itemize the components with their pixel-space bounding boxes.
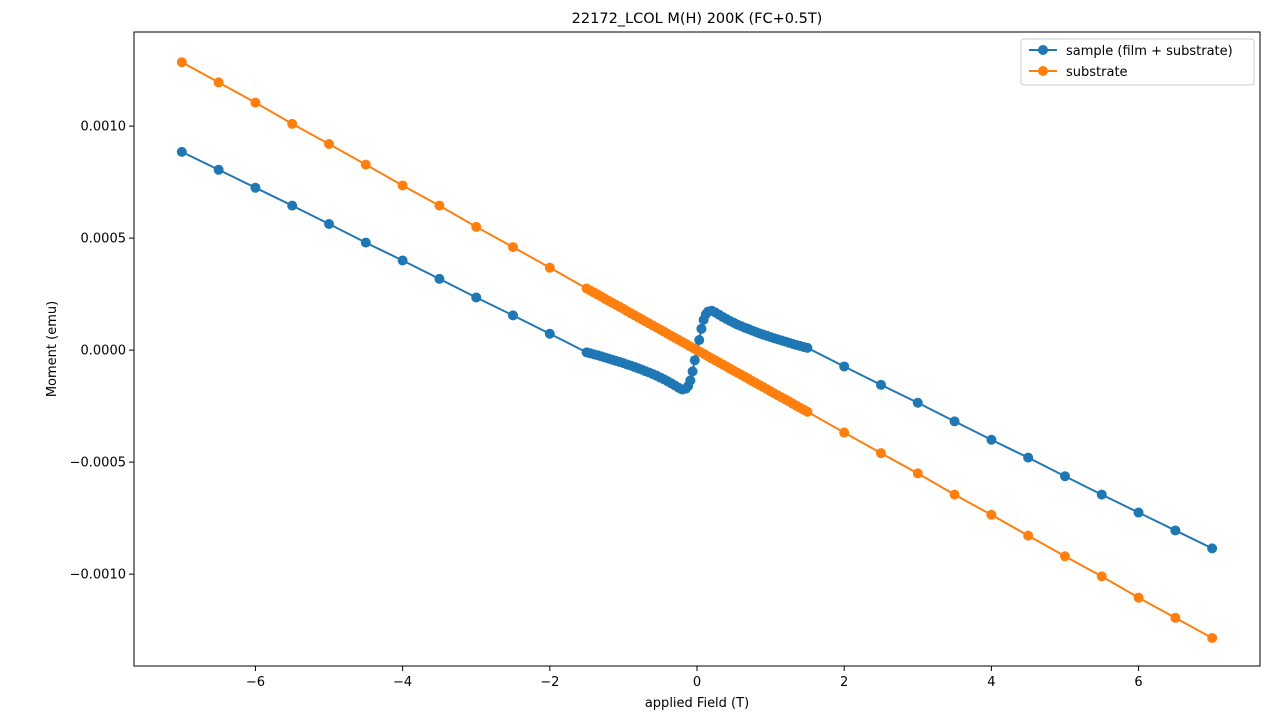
data-point: [1133, 507, 1144, 518]
x-axis: −6 −4 −2 0 2 4 6: [246, 666, 1143, 690]
data-point: [839, 361, 850, 372]
data-point: [434, 200, 445, 211]
data-point: [1207, 543, 1218, 554]
data-point: [434, 273, 445, 284]
x-tick-label: 4: [987, 675, 995, 690]
data-point: [875, 448, 886, 459]
x-tick-label: −6: [246, 675, 265, 690]
data-point: [213, 77, 224, 88]
y-tick-label: 0.0000: [81, 344, 127, 359]
x-tick-label: 2: [840, 675, 848, 690]
data-point: [287, 200, 298, 211]
data-point: [1096, 571, 1107, 582]
data-point: [1023, 530, 1034, 541]
series-substrate: [176, 57, 1218, 643]
data-point: [949, 489, 960, 500]
y-tick-label: −0.0010: [70, 568, 126, 583]
y-tick-label: −0.0005: [70, 456, 126, 471]
legend: sample (film + substrate) substrate: [1020, 38, 1255, 86]
plot-area: −6 −4 −2 0 2 4 6 −0.0010 −0.0005 0.0000 0.0005 0.0…: [70, 31, 1261, 690]
x-tick-label: −4: [393, 675, 412, 690]
data-point: [912, 397, 923, 408]
data-point: [696, 323, 707, 334]
data-point: [360, 237, 371, 248]
data-point: [1133, 592, 1144, 603]
data-point: [1170, 525, 1181, 536]
data-point: [685, 375, 696, 386]
data-point: [1207, 633, 1218, 643]
data-point: [544, 262, 555, 273]
data-point: [875, 379, 886, 390]
data-point: [360, 159, 371, 170]
data-point: [324, 218, 335, 229]
data-point: [912, 468, 923, 479]
chart-title: 22172_LCOL M(H) 200K (FC+0.5T): [572, 11, 823, 27]
x-tick-label: 6: [1134, 675, 1142, 690]
legend-label-substrate: substrate: [1066, 65, 1128, 80]
data-point: [471, 292, 482, 303]
data-point: [508, 242, 519, 253]
y-axis: −0.0010 −0.0005 0.0000 0.0005 0.0010: [70, 120, 134, 583]
data-point: [1170, 612, 1181, 623]
data-point: [839, 427, 850, 438]
data-point: [1059, 471, 1070, 482]
y-axis-title: Moment (emu): [45, 301, 60, 397]
data-point: [687, 366, 698, 377]
data-point: [397, 180, 408, 191]
data-point: [1059, 551, 1070, 562]
legend-marker-substrate: [1038, 66, 1048, 76]
data-point: [689, 355, 700, 366]
data-point: [1096, 489, 1107, 500]
series-layer: [176, 57, 1218, 643]
data-point: [986, 434, 997, 445]
x-tick-label: 0: [693, 675, 701, 690]
data-point: [802, 342, 813, 353]
data-point: [324, 139, 335, 150]
data-point: [176, 57, 187, 68]
legend-label-sample: sample (film + substrate): [1066, 44, 1233, 59]
data-point: [508, 310, 519, 321]
data-point: [213, 164, 224, 175]
data-point: [176, 146, 187, 157]
data-point: [1023, 452, 1034, 463]
data-point: [471, 221, 482, 232]
data-point: [949, 416, 960, 427]
y-tick-label: 0.0005: [81, 232, 127, 247]
legend-frame: [1020, 38, 1255, 86]
data-point: [694, 335, 705, 346]
y-tick-label: 0.0010: [81, 120, 127, 135]
data-point: [250, 182, 261, 193]
data-point: [802, 406, 813, 417]
x-tick-label: −2: [540, 675, 559, 690]
data-point: [986, 509, 997, 520]
data-point: [287, 118, 298, 129]
data-point: [250, 97, 261, 108]
series-sample: [176, 146, 1218, 554]
x-axis-title: applied Field (T): [645, 696, 749, 711]
legend-marker-sample: [1038, 45, 1048, 55]
data-point: [544, 328, 555, 339]
data-point: [397, 255, 408, 266]
